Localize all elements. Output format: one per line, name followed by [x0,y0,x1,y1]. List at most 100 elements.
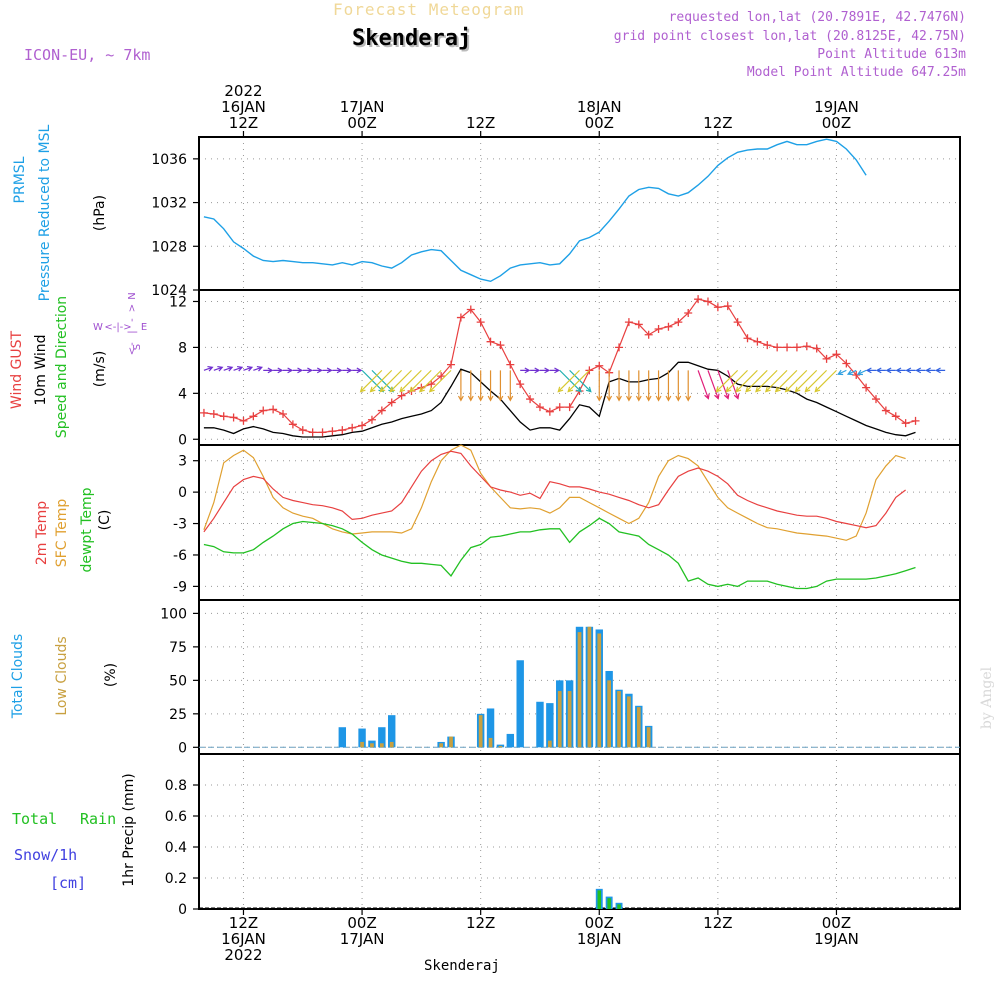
precip-label-total: Total [12,810,58,828]
wind-direction-arrow [774,369,798,393]
low-cloud-bar [498,745,503,748]
wind-direction-arrow [557,369,580,393]
gust-marker [397,391,406,400]
wind-direction-arrow [925,367,936,374]
total-cloud-bar [516,660,524,748]
requested-coords: requested lon,lat (20.7891E, 42.7476N) [668,10,966,25]
gust-marker [684,308,693,317]
product-title: Forecast Meteogram [333,0,525,19]
gust-marker [318,428,327,437]
wind-direction-arrow [804,369,828,393]
wind-direction-arrow [725,369,748,393]
gust-marker [348,423,357,432]
time-label-bottom: 16JAN [221,930,266,948]
wind-direction-arrow [361,369,385,393]
gust-marker [901,419,910,428]
wind-direction-arrow [539,367,551,374]
wind-direction-arrow [567,369,590,393]
wind-direction-arrow [332,367,343,374]
pressure-panel: 1024 1028 1032 1036 [151,136,961,299]
gust-marker [891,412,900,421]
gust-marker [703,297,712,306]
gust-marker [199,408,208,417]
wind-direction-arrow [675,370,682,402]
low-cloud-bar [627,696,631,748]
wind-direction-arrow [549,367,561,374]
precip-label-rain: Rain [80,810,117,828]
y-tick-label: 0 [178,902,187,918]
gust-marker [822,354,831,363]
svg-text:<: < [127,347,138,355]
total-cloud-bar [546,703,554,748]
y-tick-label: -6 [173,548,187,564]
wind-direction-arrow [497,370,504,402]
time-label-bottom: 17JAN [340,930,385,948]
wind-direction-arrow [655,370,662,402]
low-cloud-bar [488,737,493,748]
y-tick-label: 25 [169,707,187,723]
rain-bar [597,890,601,909]
wind-direction-arrow [665,370,672,402]
wind-direction-arrow [865,367,876,374]
wind-direction-arrow [625,370,632,402]
gust-marker [783,343,792,352]
gust-marker [644,330,653,339]
gust-marker [466,305,475,314]
wind-direction-arrow [745,369,768,393]
gust-marker [585,366,594,375]
y-tick-label: 8 [178,340,187,356]
compass-e: E [141,322,147,333]
low-cloud-bar [587,626,592,748]
y-tick-label: 0.4 [165,840,187,856]
gust-marker [486,337,495,346]
gust-marker [506,360,515,369]
wind-direction-arrow [794,369,818,393]
time-label-top: 18JAN [577,98,622,116]
time-label-bottom: 12Z [466,914,495,932]
precip-frame [198,753,961,910]
wind-direction-arrow [273,367,284,374]
y-tick-label: -3 [173,517,187,533]
y-tick-label: 0 [178,432,187,448]
time-label-top: 19JAN [814,98,859,116]
wind-direction-arrow [616,370,622,402]
gust-marker [862,383,871,392]
total-cloud-bar [506,733,515,748]
gust-marker [654,325,663,334]
gust-marker [496,341,505,350]
total-cloud-bar [338,727,347,748]
wind-direction-arrow [735,369,758,393]
y-tick-label: 1028 [151,239,187,255]
gust-marker [674,318,683,327]
time-label-bottom: 12Z [703,914,732,932]
gust-marker [713,303,722,312]
total-cloud-bar [388,715,396,748]
time-label-bottom: 00Z [585,914,614,932]
gust-marker [259,406,268,415]
gust-marker [792,343,801,352]
wind-direction-arrow [352,367,363,374]
gust-marker [743,334,752,343]
y-tick-label: 1024 [151,283,187,299]
gust-marker [595,361,604,370]
wind-speed-line [203,361,916,438]
gust-marker [615,343,624,352]
y-tick-label: 0.2 [165,871,187,887]
rain-bar [607,898,611,909]
precip-label-snow: Snow/1h [14,846,78,864]
y-tick-label: 1032 [151,196,187,212]
time-label-top: 12Z [466,114,495,132]
gust-marker [328,427,337,436]
point-altitude: Point Altitude 613m [817,47,966,62]
wind-direction-arrow [223,365,234,372]
wind-direction-arrow [635,370,642,402]
wind-direction-arrow [302,367,314,374]
gust-marker [476,318,485,327]
wind-direction-arrow [389,369,412,393]
y-tick-label: 3 [178,454,187,470]
low-cloud-bar [597,633,602,748]
wind-direction-arrow [895,367,906,374]
gust-marker [723,302,732,311]
